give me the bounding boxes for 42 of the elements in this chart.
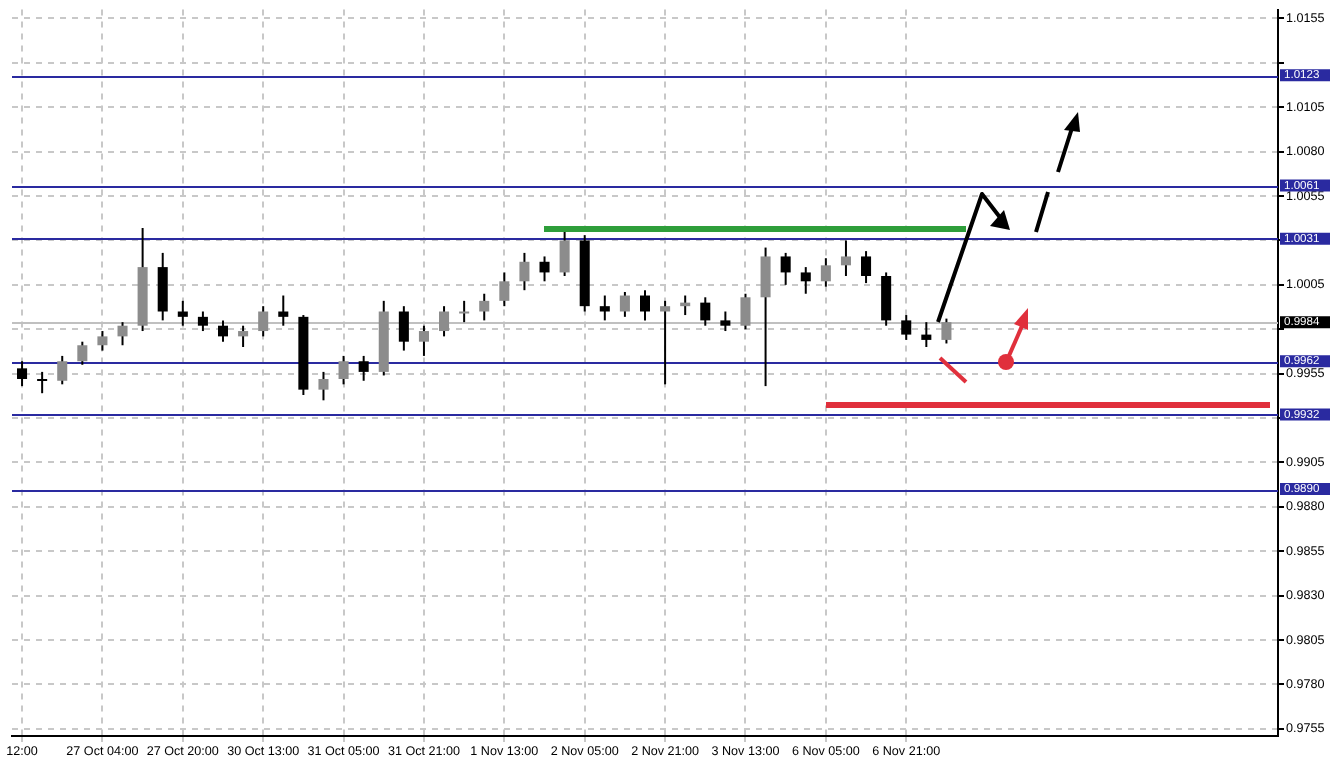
candlestick bbox=[338, 354, 349, 386]
candlestick bbox=[800, 266, 811, 295]
candlestick bbox=[17, 360, 28, 388]
candlestick bbox=[720, 310, 731, 333]
candlestick bbox=[217, 319, 229, 343]
candlestick bbox=[941, 317, 952, 345]
candlestick bbox=[318, 370, 329, 402]
candlestick bbox=[57, 354, 68, 386]
candlestick bbox=[418, 324, 429, 357]
candlestick bbox=[700, 296, 711, 327]
candlestick bbox=[881, 271, 892, 327]
candlestick bbox=[619, 290, 630, 318]
candlestick bbox=[197, 310, 208, 333]
candlestick bbox=[760, 246, 771, 388]
candlestick bbox=[921, 321, 932, 349]
candlestick bbox=[539, 255, 550, 283]
candlestick bbox=[519, 251, 530, 292]
candlestick bbox=[37, 370, 48, 395]
candlestick bbox=[901, 314, 912, 341]
candlestick bbox=[740, 292, 751, 331]
candlestick bbox=[177, 299, 188, 327]
candlestick bbox=[157, 251, 168, 322]
candlestick bbox=[258, 305, 269, 338]
candlestick bbox=[639, 289, 651, 322]
candlestick bbox=[117, 321, 128, 347]
candlestick bbox=[599, 294, 610, 322]
candlestick bbox=[97, 330, 108, 352]
candlestick bbox=[840, 239, 851, 277]
candlestick bbox=[278, 294, 289, 327]
candlestick bbox=[238, 324, 249, 349]
candlestick bbox=[861, 250, 872, 285]
candlestick bbox=[358, 354, 369, 382]
candlestick bbox=[398, 305, 409, 352]
candlestick bbox=[459, 299, 470, 324]
candlestick bbox=[439, 305, 450, 338]
candlestick bbox=[499, 271, 510, 308]
candlestick bbox=[77, 340, 88, 366]
candlestick bbox=[660, 299, 671, 386]
candlestick bbox=[780, 251, 791, 286]
candlestick bbox=[820, 257, 831, 288]
candlestick bbox=[559, 227, 570, 277]
candlestick bbox=[479, 292, 490, 322]
